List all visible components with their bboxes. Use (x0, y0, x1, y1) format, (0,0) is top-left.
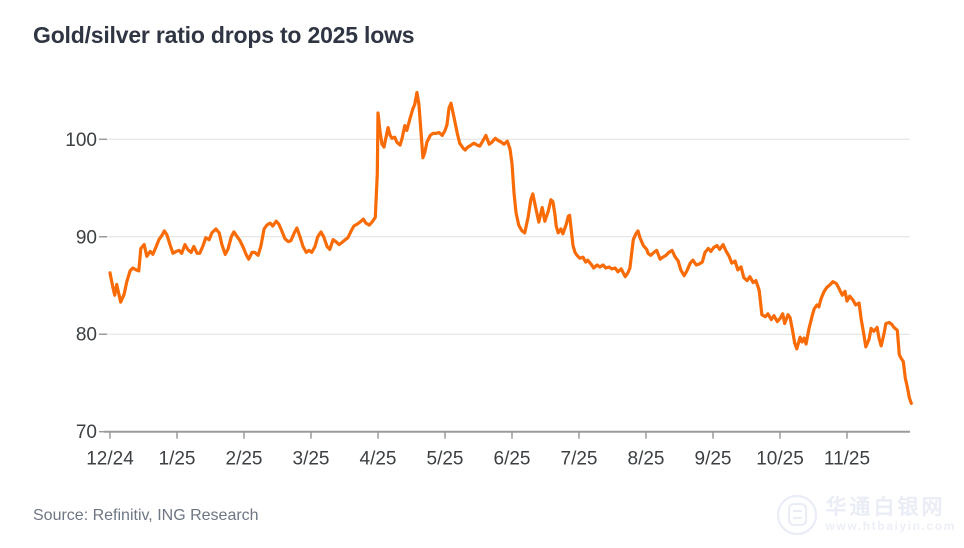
x-axis-tick-label: 12/24 (86, 449, 134, 470)
x-axis-tick-label: 4/25 (360, 449, 397, 470)
source-note: Source: Refinitiv, ING Research (33, 507, 259, 524)
y-axis-tick-label: 70 (76, 422, 97, 443)
x-axis-tick-label: 7/25 (561, 449, 598, 470)
x-axis-tick-label: 3/25 (293, 449, 330, 470)
x-axis-tick-label: 2/25 (226, 449, 263, 470)
gridlines (107, 138, 910, 335)
x-axis-tick-label: 10/25 (756, 449, 804, 470)
y-axis-tick-label: 80 (76, 325, 97, 346)
x-axis-tick-label: 8/25 (628, 449, 665, 470)
y-axis-tick-label: 100 (65, 130, 97, 151)
axis-labels: 70 80 90 100 12/24 1/25 2/25 3/25 4/25 5/25 6/25 7/… (65, 130, 870, 470)
gold-silver-ratio-line (108, 90, 913, 405)
x-axis-tick-label: 6/25 (494, 449, 531, 470)
axes (99, 138, 910, 439)
x-axis-tick-label: 5/25 (427, 449, 464, 470)
x-axis-tick-label: 9/25 (695, 449, 732, 470)
ratio-line-series (108, 90, 913, 405)
y-axis-tick-label: 90 (76, 227, 97, 248)
chart-title: Gold/silver ratio drops to 2025 lows (33, 22, 415, 48)
x-axis-tick-label: 1/25 (159, 449, 196, 470)
x-axis-tick-label: 11/25 (824, 449, 870, 470)
